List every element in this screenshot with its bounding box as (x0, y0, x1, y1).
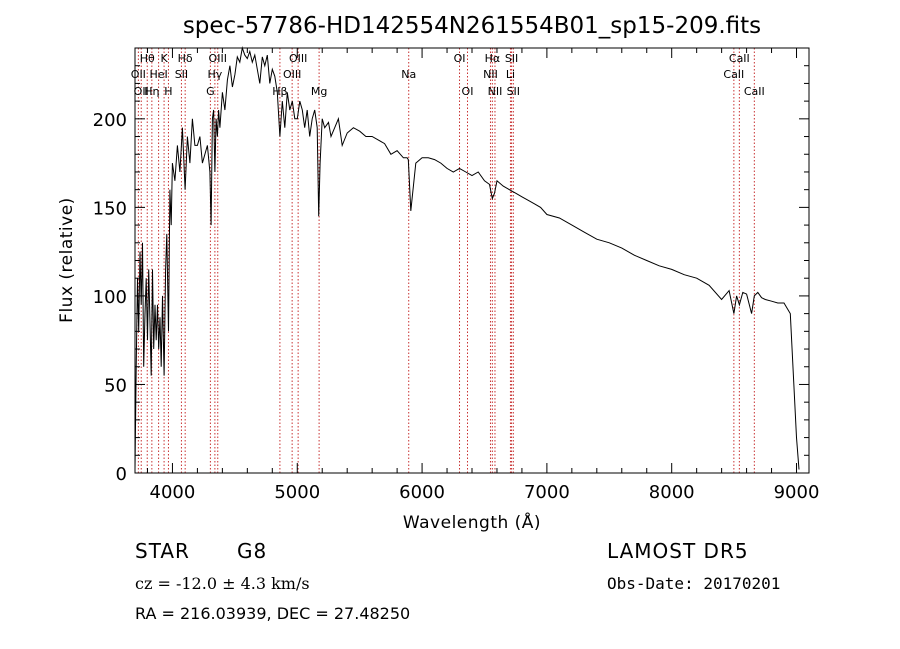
line-marker-label: G (206, 85, 215, 98)
x-tick-label: 5000 (274, 482, 320, 503)
emission-line-labels: OIIOIIHθHηHeIKHSIIHδGHγOIIIHβOIIIOIIIMgN… (131, 52, 765, 98)
x-tick-label: 6000 (399, 482, 445, 503)
y-tick-label: 50 (104, 375, 127, 396)
line-marker-label: Mg (311, 85, 327, 98)
line-marker-label: OIII (283, 68, 301, 81)
line-marker-label: HeI (149, 68, 167, 81)
line-marker-label: SII (505, 52, 518, 65)
x-axis-ticks: 4000 5000 6000 7000 8000 9000 (146, 48, 820, 503)
y-axis-label: Flux (relative) (57, 197, 77, 323)
plot-frame (134, 47, 810, 474)
line-marker-label: Hδ (178, 52, 193, 65)
line-marker-label: H (164, 85, 172, 98)
x-tick-label: 4000 (150, 482, 196, 503)
x-axis-label: Wavelength (Å) (403, 511, 541, 533)
line-marker-label: Hα (485, 52, 501, 65)
line-marker-label: CaII (744, 85, 765, 98)
y-tick-label: 100 (93, 287, 127, 308)
chart-title: spec-57786-HD142554N261554B01_sp15-209.f… (183, 13, 761, 39)
object-subclass: G8 (237, 539, 267, 563)
line-marker-label: NII (488, 85, 503, 98)
y-tick-label: 150 (93, 198, 127, 219)
x-tick-label: 9000 (774, 482, 820, 503)
y-tick-label: 0 (116, 464, 127, 485)
line-marker-label: CaII (729, 52, 750, 65)
line-marker-label: SII (507, 85, 520, 98)
line-marker-label: CaII (723, 68, 744, 81)
line-marker-label: K (160, 52, 168, 65)
coordinates: RA = 216.03939, DEC = 27.48250 (135, 604, 410, 623)
emission-line-markers (137, 48, 755, 473)
line-marker-label: OIII (289, 52, 307, 65)
line-marker-label: Hη (144, 85, 159, 98)
line-marker-label: Na (401, 68, 416, 81)
line-marker-label: OI (462, 85, 474, 98)
line-marker-label: OII (134, 85, 149, 98)
line-marker-label: OII (131, 68, 146, 81)
redshift-info: cz = -12.0 ± 4.3 km/s (135, 574, 310, 593)
x-tick-label: 8000 (649, 482, 695, 503)
spectrum-series-line (134, 46, 800, 470)
object-class: STAR (135, 539, 190, 563)
survey-name: LAMOST DR5 (607, 539, 749, 563)
line-marker-label: OIII (209, 52, 227, 65)
line-marker-label: SII (175, 68, 188, 81)
line-marker-label: OI (454, 52, 466, 65)
line-marker-label: Li (506, 68, 515, 81)
line-marker-label: Hθ (140, 52, 155, 65)
y-axis-ticks: 0 50 100 150 200 (93, 47, 809, 485)
x-tick-label: 7000 (524, 482, 570, 503)
y-tick-label: 200 (93, 110, 127, 131)
line-marker-label: Hγ (207, 68, 222, 81)
obs-date: Obs-Date: 20170201 (607, 574, 780, 593)
line-marker-label: Hβ (272, 85, 287, 98)
line-marker-label: NII (483, 68, 498, 81)
